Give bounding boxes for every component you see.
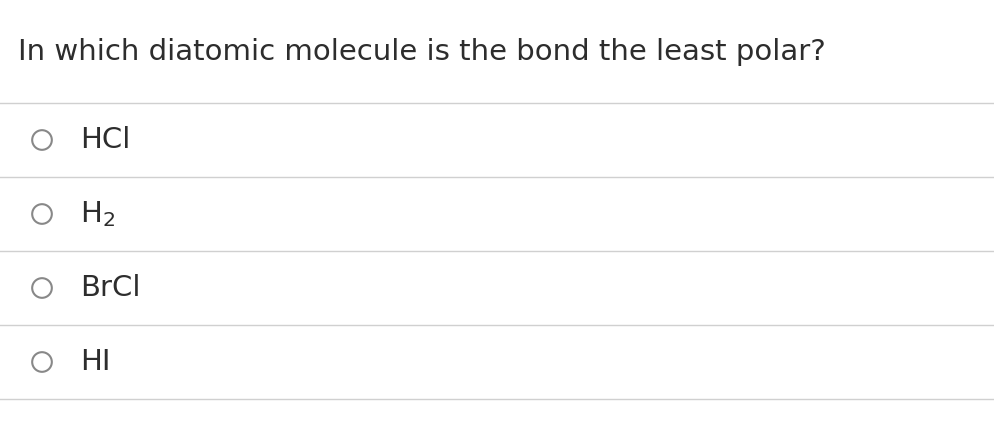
Text: HCl: HCl: [80, 126, 130, 154]
Point: [34, 285, 50, 292]
Text: H$_2$: H$_2$: [80, 199, 115, 229]
Point: [34, 137, 50, 143]
Point: [34, 359, 50, 365]
Text: HI: HI: [80, 348, 110, 376]
Text: BrCl: BrCl: [80, 274, 140, 302]
Text: In which diatomic molecule is the bond the least polar?: In which diatomic molecule is the bond t…: [18, 38, 826, 66]
Point: [34, 210, 50, 217]
